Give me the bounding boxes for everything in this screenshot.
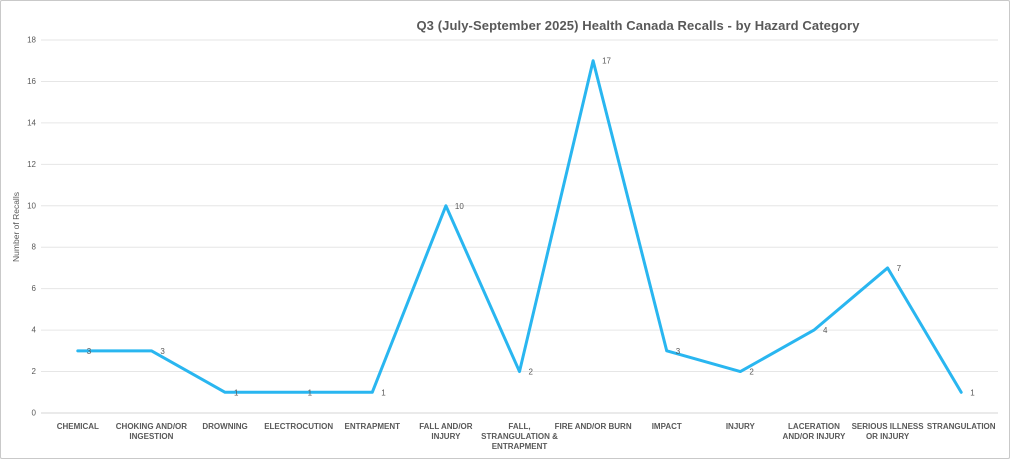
x-axis-label: ENTRAPMENT (344, 422, 400, 431)
chart-title: Q3 (July-September 2025) Health Canada R… (416, 18, 860, 33)
y-tick-label: 4 (32, 326, 37, 335)
y-tick-label: 18 (27, 36, 36, 45)
y-tick-label: 6 (32, 284, 37, 293)
y-tick-label: 12 (27, 160, 36, 169)
x-axis-label: FIRE AND/OR BURN (555, 422, 632, 431)
y-tick-label: 16 (27, 77, 36, 86)
data-label: 3 (160, 347, 165, 356)
data-label: 3 (87, 347, 92, 356)
y-tick-label: 0 (32, 409, 37, 418)
data-label: 3 (676, 347, 681, 356)
x-axis-label: CHOKING AND/OR INGESTION (116, 422, 187, 441)
data-label: 1 (970, 388, 975, 397)
data-label: 10 (455, 202, 464, 211)
data-label: 2 (529, 368, 534, 377)
series-line (76, 59, 963, 394)
data-label: 4 (823, 326, 828, 335)
y-tick-label: 10 (27, 201, 36, 210)
data-label: 17 (602, 57, 611, 66)
x-axis-label: IMPACT (652, 422, 682, 431)
data-label: 2 (749, 368, 754, 377)
data-label: 7 (897, 264, 902, 273)
x-axis-label: SERIOUS ILLNESS OR INJURY (852, 422, 925, 441)
data-label: 1 (308, 388, 313, 397)
y-tick-label: 2 (32, 367, 37, 376)
x-axis-label: STRANGULATION (927, 422, 996, 431)
x-axis-label: LACERATION AND/OR INJURY (783, 422, 846, 441)
x-axis-label: FALL, STRANGULATION & ENTRAPMENT (481, 422, 558, 451)
data-label: 1 (381, 388, 386, 397)
x-axis-label: FALL AND/OR INJURY (419, 422, 473, 441)
x-axis-label: DROWNING (202, 422, 247, 431)
x-axis-label: CHEMICAL (57, 422, 99, 431)
x-axis-label: ELECTROCUTION (264, 422, 333, 431)
x-axis-label: INJURY (726, 422, 756, 431)
data-label: 1 (234, 388, 239, 397)
y-tick-label: 14 (27, 118, 36, 127)
y-tick-label: 8 (32, 243, 37, 252)
y-axis-title: Number of Recalls (11, 192, 21, 262)
